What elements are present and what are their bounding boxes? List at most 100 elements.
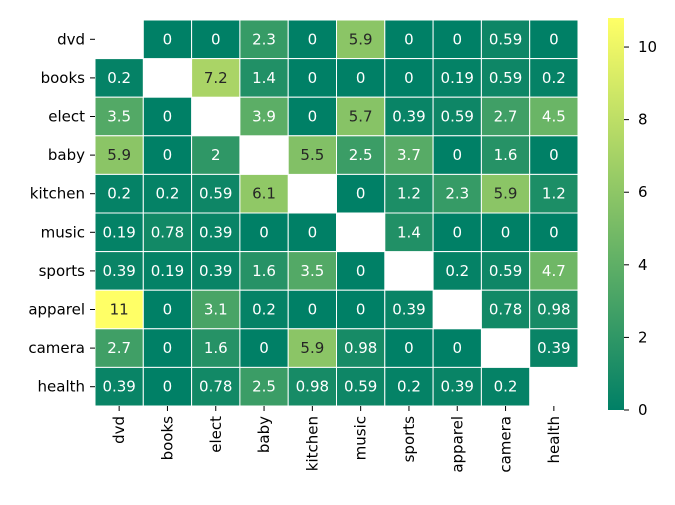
heatmap-cell bbox=[529, 58, 579, 98]
heatmap-cell bbox=[529, 289, 579, 330]
cell-value-label: 0 bbox=[259, 223, 269, 241]
heatmap-cell bbox=[94, 289, 144, 330]
cell-value-label: 2 bbox=[211, 146, 221, 164]
cell-value-label: 0.2 bbox=[397, 378, 421, 396]
heatmap-cell bbox=[432, 173, 482, 214]
row-tick-label: baby bbox=[48, 146, 85, 164]
cell-value-label: 1.6 bbox=[252, 262, 276, 280]
cell-value-label: 0.59 bbox=[344, 378, 377, 396]
column-tick-label: elect bbox=[207, 416, 225, 453]
cell-value-label: 0 bbox=[549, 30, 559, 48]
cell-value-label: 3.5 bbox=[107, 108, 131, 126]
heatmap-cell bbox=[142, 366, 193, 407]
cell-value-label: 0 bbox=[163, 301, 173, 319]
cell-value-label: 0.59 bbox=[489, 30, 522, 48]
cell-value-label: 0 bbox=[211, 30, 221, 48]
heatmap-cell bbox=[432, 366, 482, 407]
cell-value-label: 1.6 bbox=[204, 339, 228, 357]
heatmap-cell bbox=[432, 251, 482, 291]
heatmap-cell bbox=[384, 173, 434, 214]
cell-value-label: 0 bbox=[163, 30, 173, 48]
cell-value-label: 0 bbox=[452, 339, 462, 357]
heatmap-cell bbox=[94, 135, 144, 175]
cell-value-label: 0.19 bbox=[102, 223, 135, 241]
cell-value-label: 0.39 bbox=[102, 378, 135, 396]
heatmap-cell bbox=[336, 366, 386, 407]
colorbar: 0 2 4 6 8 10 bbox=[608, 18, 657, 419]
heatmap-cell bbox=[191, 212, 241, 253]
cell-value-label: 0 bbox=[163, 108, 173, 126]
heatmap-cell bbox=[94, 251, 144, 291]
heatmap-cell bbox=[287, 96, 338, 137]
heatmap-cell bbox=[336, 289, 386, 330]
cell-value-label: 4.7 bbox=[542, 262, 566, 280]
cell-value-label: 1.4 bbox=[252, 69, 276, 87]
colorbar-tick-label: 4 bbox=[638, 256, 648, 274]
cell-value-label: 0 bbox=[452, 30, 462, 48]
heatmap-cell bbox=[191, 366, 241, 407]
cell-value-label: 0.39 bbox=[199, 262, 232, 280]
cell-value-label: 0.59 bbox=[489, 69, 522, 87]
cell-value-label: 2.3 bbox=[252, 30, 276, 48]
heatmap-cell bbox=[287, 251, 338, 291]
heatmap-cell bbox=[142, 19, 193, 60]
heatmap-cell bbox=[142, 251, 193, 291]
heatmap-cell bbox=[94, 328, 144, 368]
heatmap-cell bbox=[142, 328, 193, 368]
cell-value-label: 5.9 bbox=[494, 185, 518, 203]
cell-value-label: 5.9 bbox=[107, 146, 131, 164]
row-tick-label: sports bbox=[39, 262, 86, 280]
cell-value-label: 1.2 bbox=[542, 185, 566, 203]
heatmap-cell bbox=[480, 366, 531, 407]
cell-value-label: 0.39 bbox=[392, 108, 425, 126]
cell-value-label: 0.98 bbox=[537, 301, 570, 319]
cell-value-label: 2.7 bbox=[494, 108, 518, 126]
column-tick-label: apparel bbox=[448, 416, 466, 473]
cell-value-label: 0.2 bbox=[107, 69, 131, 87]
cell-value-label: 3.7 bbox=[397, 146, 421, 164]
cell-value-label: 6.1 bbox=[252, 185, 276, 203]
cell-value-label: 0 bbox=[163, 146, 173, 164]
row-tick-label: dvd bbox=[57, 30, 85, 48]
cell-value-label: 0.98 bbox=[344, 339, 377, 357]
cell-value-label: 0 bbox=[452, 223, 462, 241]
heatmap-cell bbox=[480, 212, 531, 253]
cell-value-label: 0.2 bbox=[252, 301, 276, 319]
cell-value-label: 0.39 bbox=[102, 262, 135, 280]
heatmap-cell bbox=[239, 328, 289, 368]
cell-value-label: 0 bbox=[308, 301, 318, 319]
heatmap-cell bbox=[529, 328, 579, 368]
heatmap-cell bbox=[432, 328, 482, 368]
heatmap-cell bbox=[384, 289, 434, 330]
row-tick-label: elect bbox=[48, 108, 85, 126]
cell-value-label: 0.59 bbox=[441, 108, 474, 126]
cell-value-label: 5.9 bbox=[349, 30, 373, 48]
heatmap-cell bbox=[94, 173, 144, 214]
heatmap-cell bbox=[239, 212, 289, 253]
cell-value-label: 0 bbox=[163, 339, 173, 357]
cell-value-label: 0 bbox=[404, 69, 414, 87]
cell-value-label: 0.59 bbox=[199, 185, 232, 203]
cell-value-label: 0 bbox=[404, 30, 414, 48]
heatmap-cell bbox=[529, 173, 579, 214]
heatmap-cell bbox=[142, 135, 193, 175]
cell-value-label: 0.39 bbox=[537, 339, 570, 357]
column-tick-labels: dvd books elect baby kitchen music sports appar… bbox=[110, 406, 563, 473]
heatmap-cell bbox=[191, 289, 241, 330]
row-tick-label: books bbox=[41, 69, 86, 87]
cell-value-label: 0.19 bbox=[441, 69, 474, 87]
column-tick-label: kitchen bbox=[303, 416, 321, 471]
cell-value-label: 0 bbox=[549, 146, 559, 164]
cell-value-label: 2.3 bbox=[445, 185, 469, 203]
cell-value-label: 0 bbox=[308, 69, 318, 87]
column-tick-label: music bbox=[352, 416, 370, 460]
cell-value-label: 3.1 bbox=[204, 301, 228, 319]
heatmap-cell bbox=[142, 96, 193, 137]
cell-value-label: 0.59 bbox=[489, 262, 522, 280]
cell-value-label: 0.78 bbox=[151, 223, 184, 241]
heatmap-cell bbox=[94, 96, 144, 137]
cell-value-label: 11 bbox=[110, 301, 129, 319]
heatmap-cell bbox=[191, 328, 241, 368]
cell-value-label: 2.5 bbox=[349, 146, 373, 164]
